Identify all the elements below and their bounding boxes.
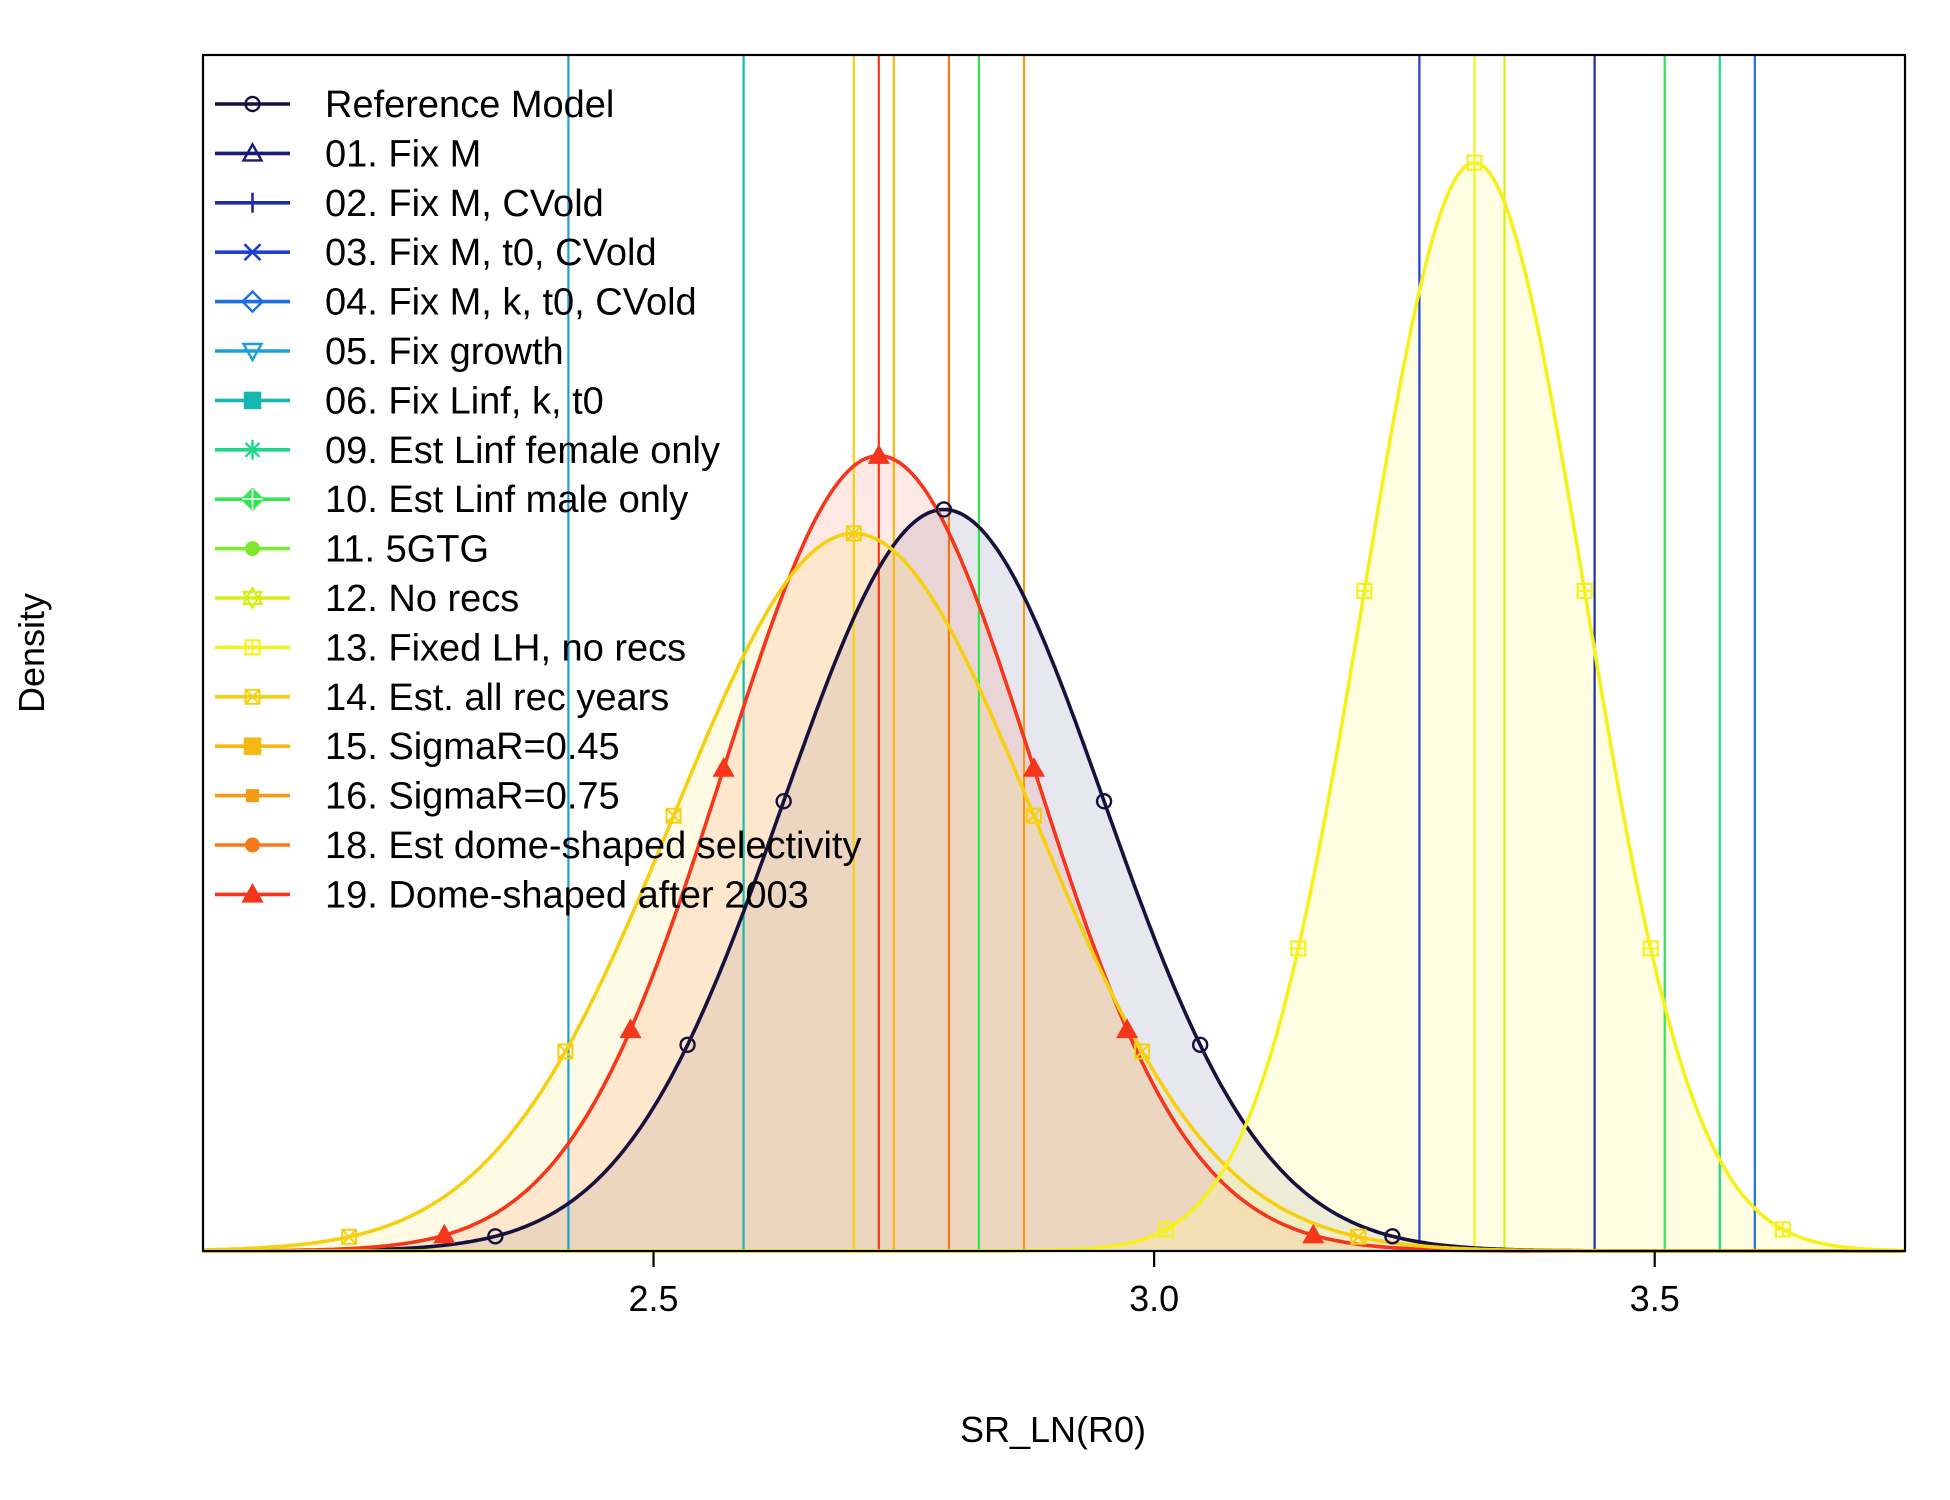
legend-label: 13. Fixed LH, no recs	[325, 627, 686, 669]
x-tick-label: 3.0	[1129, 1278, 1179, 1319]
curve-marker-0-3	[935, 501, 953, 518]
curve-marker-0-6	[1384, 1228, 1401, 1245]
legend-label: 06. Fix Linf, k, t0	[325, 380, 604, 422]
curve-marker-2-6	[1350, 1228, 1367, 1245]
legend-label: 12. No recs	[325, 578, 519, 620]
legend-item: 18. Est dome-shaped selectivity	[215, 825, 862, 867]
legend-marker	[240, 289, 265, 314]
curve-marker-0-5	[1191, 1036, 1209, 1054]
legend-marker	[245, 541, 260, 557]
curve-marker-3-3	[1466, 154, 1483, 171]
legend-label: 03. Fix M, t0, CVold	[325, 232, 657, 274]
y-axis-label: Density	[11, 593, 52, 713]
legend-marker	[241, 882, 264, 903]
legend-item: 15. SigmaR=0.45	[215, 726, 620, 768]
legend-marker	[244, 688, 261, 705]
curve-marker-1-5	[1116, 1018, 1139, 1039]
legend-marker	[242, 192, 263, 213]
curve-marker-3-2	[1356, 582, 1373, 599]
legend-item: 19. Dome-shaped after 2003	[215, 874, 809, 916]
legend-label: Reference Model	[325, 84, 614, 126]
curve-marker-3-5	[1642, 940, 1659, 957]
curve-marker-2-4	[1025, 807, 1042, 824]
legend-item: 06. Fix Linf, k, t0	[215, 380, 604, 422]
legend-item: 10. Est Linf male only	[215, 479, 688, 521]
curve-marker-0-1	[679, 1036, 696, 1054]
legend-marker	[244, 639, 261, 656]
legend-marker	[241, 585, 264, 611]
density-fill-0	[203, 509, 1905, 1251]
legend-item: 13. Fixed LH, no recs	[215, 627, 686, 669]
plot-frame	[201, 53, 1907, 1253]
legend-label: 16. SigmaR=0.75	[325, 776, 620, 818]
density-fill-1	[203, 455, 1905, 1251]
legend-label: 19. Dome-shaped after 2003	[325, 874, 809, 916]
curve-marker-2-1	[557, 1043, 574, 1060]
legend-marker	[241, 141, 264, 162]
legend-marker	[244, 95, 261, 113]
legend-label: 18. Est dome-shaped selectivity	[325, 825, 862, 867]
legend-item: 12. No recs	[215, 578, 519, 620]
legend-item: 14. Est. all rec years	[215, 677, 669, 719]
curve-marker-3-0	[1158, 1221, 1175, 1238]
x-tick-label: 3.5	[1630, 1278, 1680, 1319]
curve-marker-2-2	[665, 807, 682, 824]
density-fill-3	[203, 162, 1905, 1252]
legend-label: 09. Est Linf female only	[325, 430, 720, 472]
legend-marker	[243, 243, 262, 262]
legend-label: 05. Fix growth	[325, 331, 564, 373]
legend-label: 02. Fix M, CVold	[325, 183, 604, 225]
curve-marker-1-0	[433, 1223, 456, 1244]
x-axis: 2.5 3.0 3.5	[629, 1251, 1680, 1319]
curve-marker-1-1	[619, 1018, 642, 1039]
legend-item: 09. Est Linf female only	[215, 430, 720, 472]
curve-marker-1-3	[867, 444, 890, 464]
curve-marker-3-1	[1290, 940, 1307, 957]
legend-marker	[243, 737, 262, 755]
legend-label: 01. Fix M	[325, 133, 481, 175]
curve-marker-2-0	[341, 1228, 358, 1245]
curve-marker-1-4	[1022, 757, 1046, 777]
curve-marker-3-6	[1774, 1221, 1791, 1238]
legend-item: 01. Fix M	[215, 133, 481, 175]
curve-marker-1-2	[712, 757, 735, 777]
curve-marker-0-2	[775, 793, 792, 810]
legend-item: 05. Fix growth	[215, 331, 564, 373]
legend-marker	[241, 342, 264, 363]
legend-item: 03. Fix M, t0, CVold	[215, 232, 657, 274]
x-tick-label: 2.5	[629, 1278, 679, 1319]
legend-label: 14. Est. all rec years	[325, 677, 669, 719]
legend-item: 11. 5GTG	[215, 529, 489, 571]
legend-item: 02. Fix M, CVold	[215, 183, 604, 225]
curve-marker-3-4	[1576, 582, 1593, 599]
x-axis-label: SR_LN(R0)	[960, 1409, 1146, 1450]
curve-marker-2-5	[1134, 1043, 1151, 1060]
legend-marker	[246, 789, 259, 803]
legend-marker	[245, 837, 260, 853]
legend-label: 11. 5GTG	[325, 529, 489, 571]
density-fills	[203, 162, 1905, 1252]
legend-item: 04. Fix M, k, t0, CVold	[215, 282, 697, 324]
legend-marker	[242, 439, 263, 460]
curve-marker-2-3	[845, 525, 862, 542]
curve-marker-0-0	[487, 1228, 504, 1245]
density-fill-2	[203, 533, 1905, 1251]
legend-label: 10. Est Linf male only	[325, 479, 688, 521]
curve-markers	[341, 154, 1791, 1245]
legend-item: Reference Model	[215, 84, 614, 126]
legend-marker	[240, 487, 265, 511]
legend-label: 04. Fix M, k, t0, CVold	[325, 282, 697, 324]
legend-label: 15. SigmaR=0.45	[325, 726, 620, 768]
legend-item: 16. SigmaR=0.75	[215, 776, 620, 818]
curve-marker-1-6	[1302, 1223, 1325, 1244]
legend: Reference Model 01. Fix M 02. Fix M, CVold…	[215, 84, 862, 916]
legend-marker	[243, 391, 262, 410]
curve-marker-0-4	[1095, 793, 1113, 810]
